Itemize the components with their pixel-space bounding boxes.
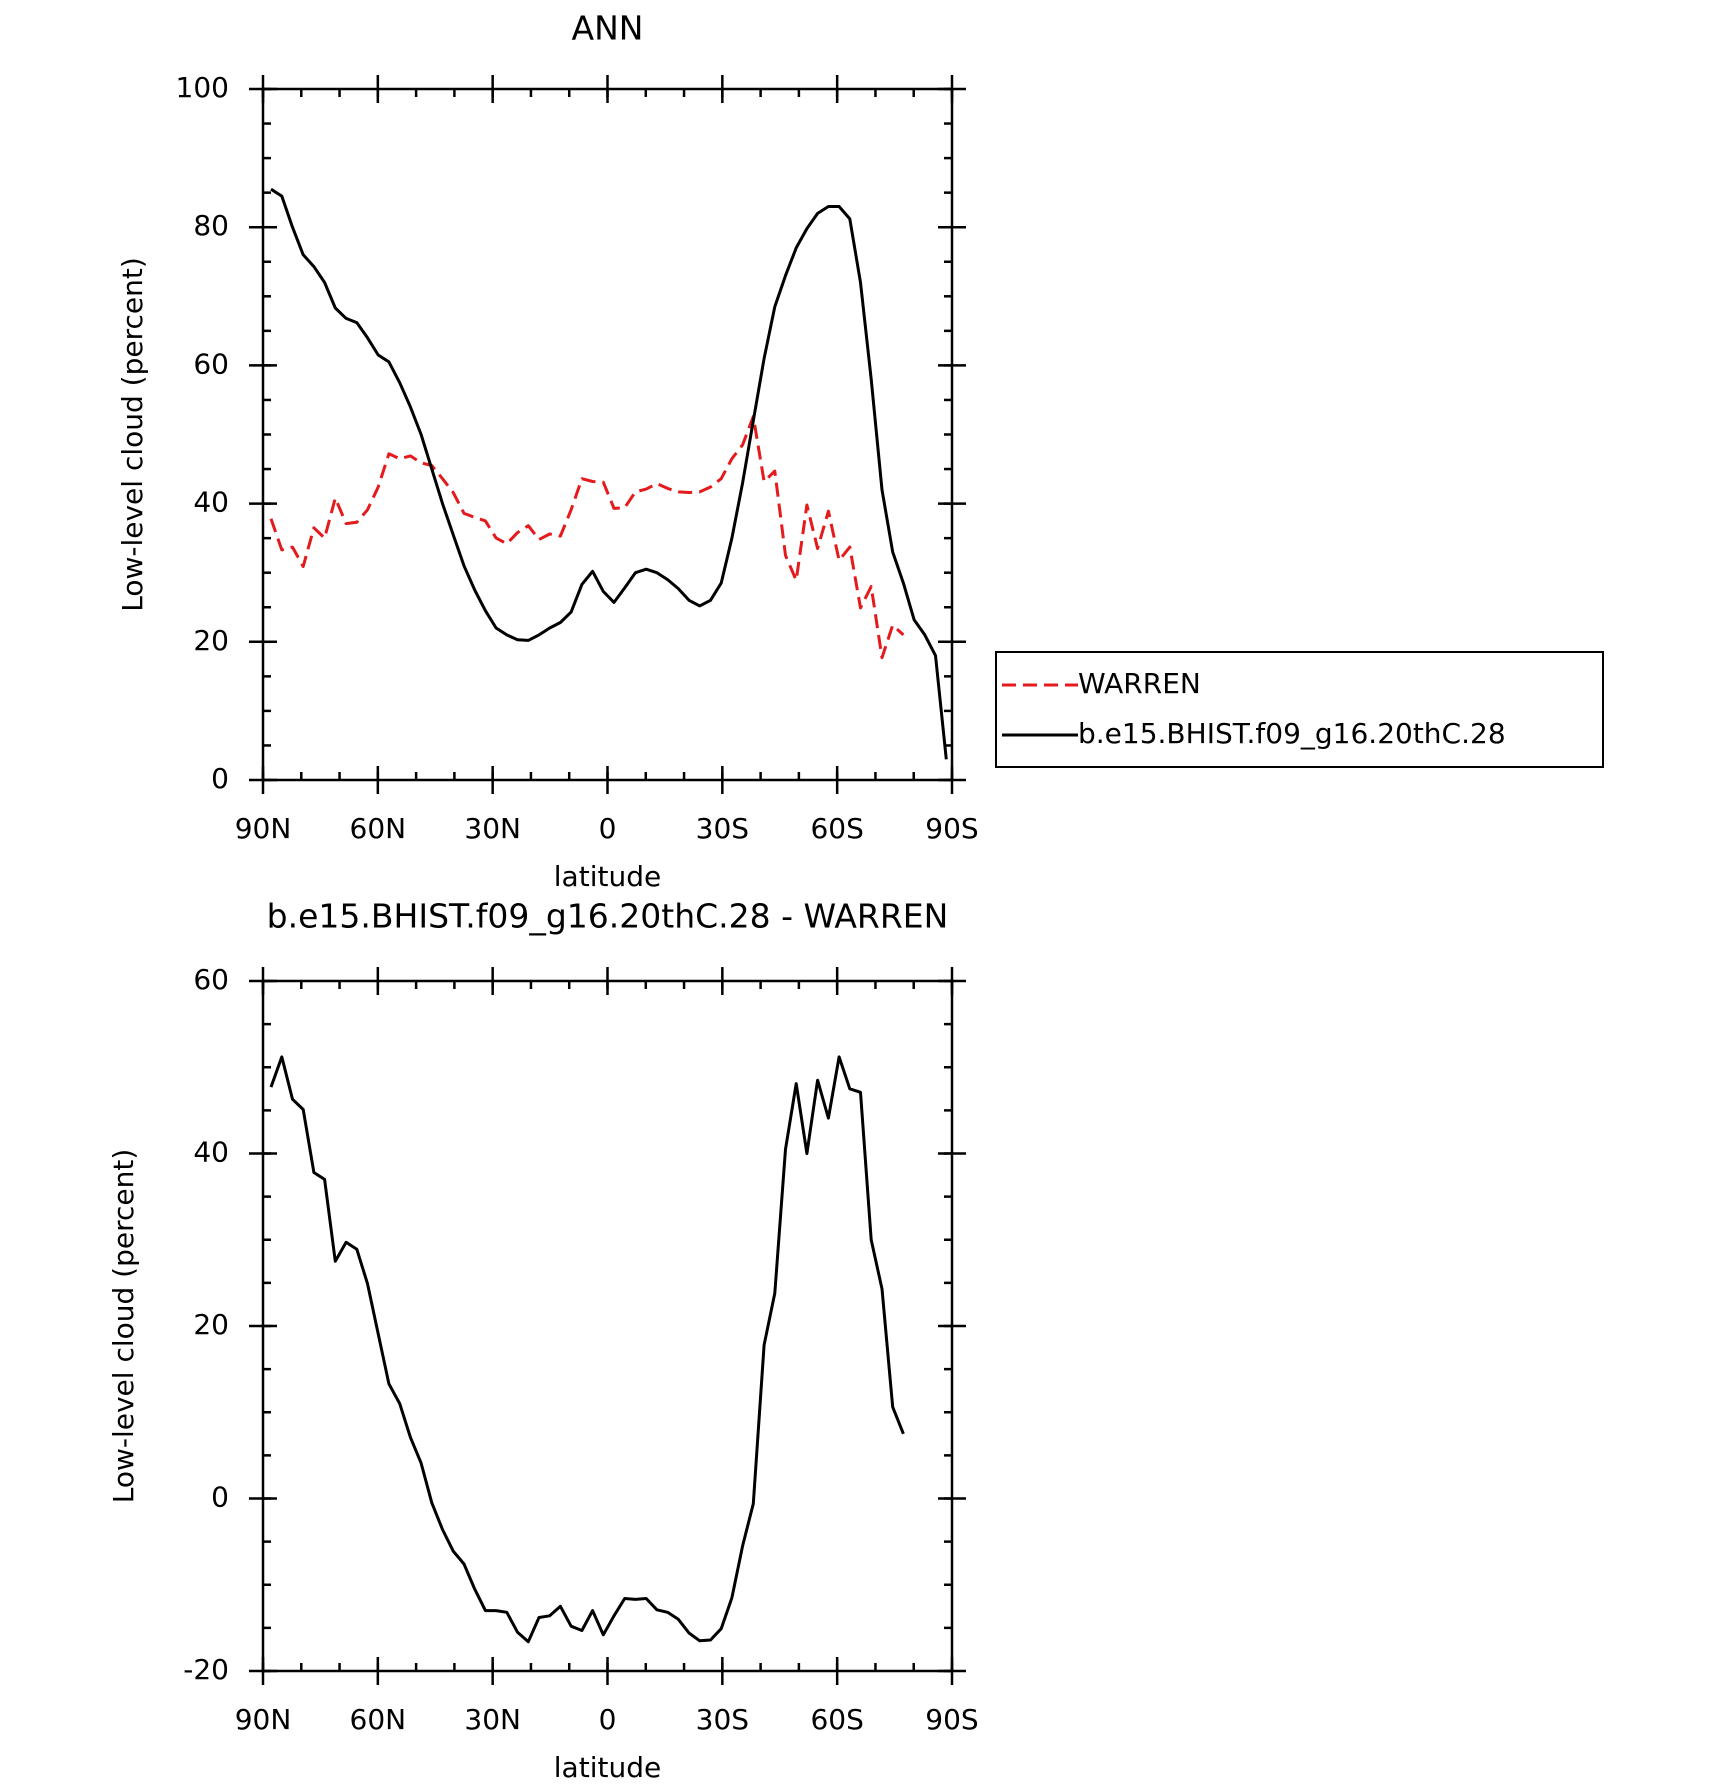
legend-label: b.e15.BHIST.f09_g16.20thC.28 <box>1078 717 1506 750</box>
x-tick-label: 90N <box>235 812 292 845</box>
chart-title: ANN <box>572 9 644 48</box>
data-line <box>269 1055 905 1644</box>
x-axis-label: latitude <box>554 1751 661 1784</box>
x-tick-label: 30N <box>464 1703 521 1736</box>
y-tick-label: 0 <box>211 762 229 795</box>
y-tick-label: -20 <box>183 1653 229 1686</box>
legend-box <box>995 651 1604 768</box>
x-tick-label: 90S <box>925 812 978 845</box>
y-tick-label: 100 <box>176 71 229 104</box>
x-tick-label: 60N <box>350 812 407 845</box>
y-axis-label: Low-level cloud (percent) <box>107 1149 140 1504</box>
y-axis-label: Low-level cloud (percent) <box>116 257 149 612</box>
x-tick-label: 60N <box>350 1703 407 1736</box>
x-tick-label: 90N <box>235 1703 292 1736</box>
y-tick-label: 40 <box>193 486 229 519</box>
x-tick-label: 90S <box>925 1703 978 1736</box>
data-line <box>269 415 905 660</box>
data-line <box>270 187 948 760</box>
y-tick-label: 80 <box>193 209 229 242</box>
x-tick-label: 30S <box>696 1703 749 1736</box>
chart-title: b.e15.BHIST.f09_g16.20thC.28 - WARREN <box>267 897 949 936</box>
x-tick-label: 60S <box>810 1703 863 1736</box>
y-tick-label: 20 <box>193 624 229 657</box>
x-tick-label: 30S <box>696 812 749 845</box>
y-tick-label: 0 <box>211 1481 229 1514</box>
x-tick-label: 0 <box>599 812 617 845</box>
plot-frame <box>261 87 954 782</box>
y-tick-label: 60 <box>193 963 229 996</box>
y-tick-label: 60 <box>193 347 229 380</box>
y-tick-label: 20 <box>193 1308 229 1341</box>
y-tick-label: 40 <box>193 1136 229 1169</box>
x-tick-label: 0 <box>599 1703 617 1736</box>
legend: WARREN b.e15.BHIST.f09_g16.20thC.28 <box>995 651 1604 768</box>
x-axis-label: latitude <box>554 860 661 893</box>
legend-label: WARREN <box>1078 667 1201 700</box>
x-tick-label: 60S <box>810 812 863 845</box>
x-tick-label: 30N <box>464 812 521 845</box>
